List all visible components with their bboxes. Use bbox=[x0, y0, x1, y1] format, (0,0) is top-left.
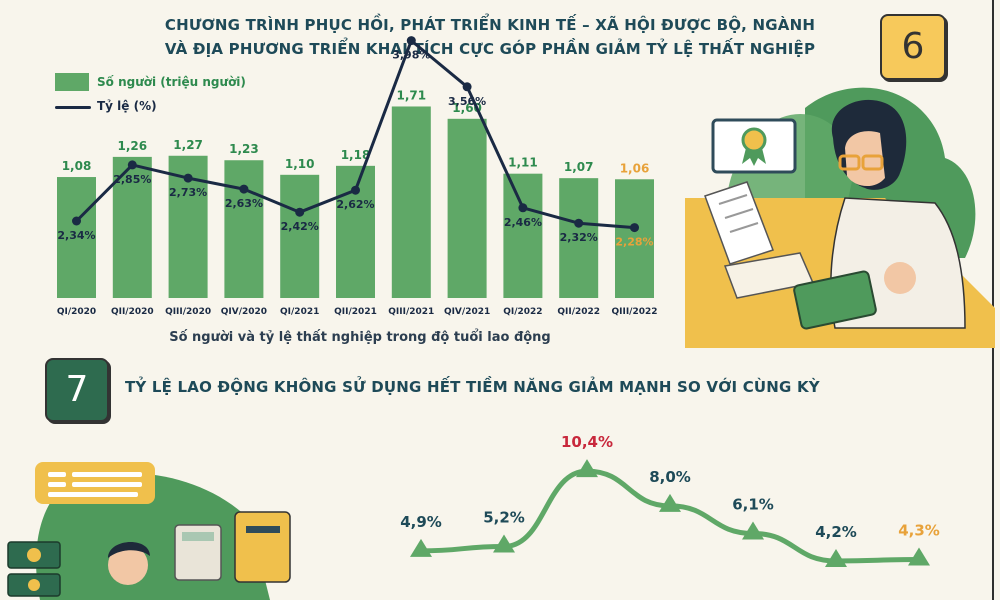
rate-label: 2,62% bbox=[336, 198, 374, 211]
bar-value-label: 1,71 bbox=[396, 88, 426, 102]
value-label: 4,3% bbox=[898, 522, 940, 540]
rate-label: 2,63% bbox=[225, 197, 263, 210]
x-tick-label: QII/2021 bbox=[334, 307, 377, 317]
bar-value-label: 1,23 bbox=[229, 142, 259, 156]
frame-border bbox=[992, 0, 994, 600]
bar-QIV/2021 bbox=[447, 118, 487, 298]
x-tick-label: QII/2022 bbox=[557, 307, 600, 317]
legend-line-label: Tỷ lệ (%) bbox=[97, 99, 157, 113]
x-tick-label: QI/2020 bbox=[57, 307, 96, 317]
rate-point bbox=[518, 203, 528, 213]
section-6-title-line1: CHƯƠNG TRÌNH PHỤC HỒI, PHÁT TRIỂN KINH T… bbox=[164, 16, 816, 34]
value-label: 4,9% bbox=[400, 513, 442, 531]
value-label: 6,1% bbox=[732, 495, 774, 513]
rate-point bbox=[351, 185, 360, 195]
bar-QI/2020 bbox=[57, 177, 96, 298]
x-tick-label: QIII/2021 bbox=[388, 307, 434, 317]
rate-label: 3,56% bbox=[448, 95, 486, 108]
x-tick-label: QIV/2020 bbox=[221, 307, 267, 317]
x-tick-label: QIV/2021 bbox=[444, 307, 490, 317]
legend-bar-swatch bbox=[55, 73, 89, 91]
rate-point bbox=[630, 223, 639, 233]
rate-point bbox=[574, 218, 584, 228]
woman-hand bbox=[884, 262, 916, 294]
rate-point bbox=[72, 216, 81, 226]
calculator-icon bbox=[793, 270, 877, 330]
rate-point bbox=[295, 207, 305, 217]
bar-value-label: 1,10 bbox=[285, 157, 315, 171]
x-tick-label: QI/2022 bbox=[503, 307, 542, 317]
bar-value-label: 1,07 bbox=[564, 160, 594, 174]
triangle-marker bbox=[825, 549, 847, 567]
value-label: 8,0% bbox=[649, 468, 691, 486]
bar-QI/2022 bbox=[503, 173, 543, 298]
x-tick-label: QIII/2020 bbox=[165, 307, 211, 317]
chart-caption: Số người và tỷ lệ thất nghiệp trong độ t… bbox=[169, 330, 551, 345]
x-tick-label: QI/2021 bbox=[280, 307, 319, 317]
bar-value-label: 1,27 bbox=[173, 138, 203, 152]
man-hair bbox=[108, 541, 150, 558]
bar-value-label: 1,08 bbox=[62, 159, 92, 173]
triangle-marker bbox=[908, 547, 930, 566]
bar-value-label: 1,06 bbox=[620, 161, 650, 175]
bar-QI/2021 bbox=[280, 174, 320, 298]
section-6-title: CHƯƠNG TRÌNH PHỤC HỒI, PHÁT TRIỂN KINH T… bbox=[120, 13, 860, 61]
bar-QII/2020 bbox=[112, 156, 152, 298]
woman-working-illustration bbox=[685, 87, 995, 348]
notebook-icon bbox=[234, 511, 291, 583]
rate-point bbox=[462, 82, 472, 92]
rate-label: 2,46% bbox=[504, 216, 542, 229]
bar-value-label: 1,18 bbox=[341, 148, 371, 162]
rate-label: 2,34% bbox=[57, 229, 95, 242]
woman-face bbox=[845, 131, 885, 187]
x-tick-label: QII/2020 bbox=[111, 307, 154, 317]
section-6-title-line2: VÀ ĐỊA PHƯƠNG TRIỂN KHAI TÍCH CỰC GÓP PH… bbox=[164, 40, 816, 58]
unemployment-bar-chart: 1,08 QI/2020 1,26 QII/2020 1,27 QIII/2020 1,23… bbox=[57, 36, 658, 317]
triangle-marker bbox=[659, 493, 681, 512]
rate-label: 2,73% bbox=[169, 186, 207, 199]
bar-QII/2021 bbox=[336, 165, 375, 298]
rate-point bbox=[239, 184, 249, 194]
glasses-icon bbox=[838, 154, 861, 171]
man-face bbox=[108, 545, 148, 585]
bar-QIII/2022 bbox=[615, 179, 654, 298]
rate-label: 2,85% bbox=[113, 173, 151, 186]
triangle-marker bbox=[576, 459, 598, 478]
value-label: 4,2% bbox=[815, 523, 857, 541]
rate-label: 2,28% bbox=[615, 236, 653, 249]
legend-line-swatch bbox=[55, 106, 91, 109]
triangle-marker bbox=[742, 521, 764, 540]
section-7-number-badge: 7 bbox=[45, 358, 109, 422]
rate-label: 3,98% bbox=[392, 49, 430, 62]
office-worker-illustration bbox=[7, 462, 291, 600]
bar-value-label: 1,26 bbox=[117, 139, 147, 153]
bar-value-label: 1,11 bbox=[508, 156, 538, 170]
triangle-marker bbox=[493, 534, 515, 553]
value-label: 10,4% bbox=[561, 433, 613, 451]
trend-line bbox=[418, 468, 922, 564]
section-7-title: TỶ LỆ LAO ĐỘNG KHÔNG SỬ DỤNG HẾT TIỀM NĂ… bbox=[125, 378, 820, 396]
triangle-marker bbox=[410, 538, 432, 557]
section-6-number-badge: 6 bbox=[880, 14, 946, 80]
rate-point bbox=[406, 36, 416, 46]
medal-icon bbox=[741, 127, 767, 153]
bar-QIV/2020 bbox=[224, 160, 264, 298]
rate-label: 2,42% bbox=[281, 220, 319, 233]
bar-QII/2022 bbox=[559, 178, 599, 298]
value-label: 5,2% bbox=[483, 509, 525, 527]
rate-point bbox=[127, 160, 137, 170]
legend-bar-label: Số người (triệu người) bbox=[97, 75, 246, 89]
bar-QIII/2021 bbox=[391, 106, 431, 298]
x-tick-label: QIII/2022 bbox=[611, 307, 657, 317]
rate-label: 2,32% bbox=[560, 231, 598, 244]
rate-point bbox=[183, 173, 193, 183]
